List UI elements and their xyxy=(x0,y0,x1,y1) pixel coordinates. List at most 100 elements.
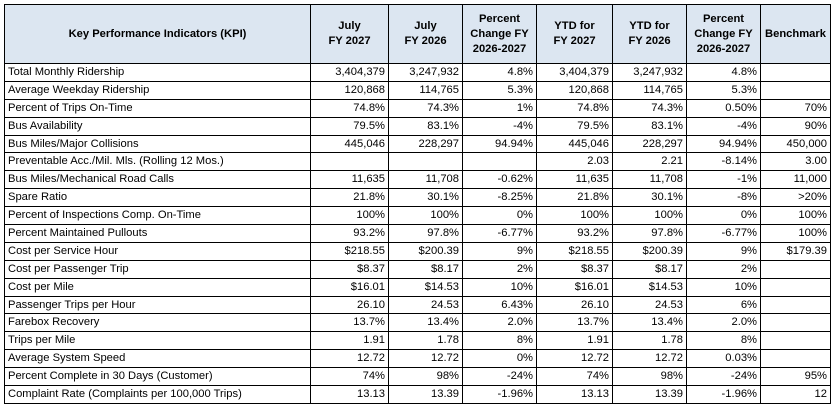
july-fy2027-cell: $218.55 xyxy=(310,241,389,261)
kpi-name-cell: Spare Ratio xyxy=(4,188,311,208)
table-row: Spare Ratio 21.8% 30.1% -8.25% 21.8% 30.1% -8%… xyxy=(4,188,831,208)
july-change-cell: -4% xyxy=(462,116,537,136)
table-row: Farebox Recovery 13.7% 13.4% 2.0% 13.7% 13.4%… xyxy=(4,313,831,333)
ytd-fy2027-cell: 26.10 xyxy=(536,295,613,315)
kpi-name-cell: Preventable Acc./Mil. Mls. (Rolling 12 M… xyxy=(4,152,311,172)
july-fy2027-cell: 79.5% xyxy=(310,116,389,136)
ytd-fy2026-cell: 1.78 xyxy=(612,331,687,351)
july-fy2026-cell: 30.1% xyxy=(388,188,463,208)
july-fy2027-cell: 26.10 xyxy=(310,295,389,315)
july-fy2027-cell: 3,404,379 xyxy=(310,63,389,82)
ytd-fy2026-header: YTD for FY 2026 xyxy=(612,4,687,64)
ytd-change-cell: -4% xyxy=(686,116,761,136)
benchmark-cell: $179.39 xyxy=(760,241,831,261)
july-fy2027-cell: 1.91 xyxy=(310,331,389,351)
ytd-change-cell: 0% xyxy=(686,206,761,226)
july-change-cell: -1.96% xyxy=(462,385,537,404)
july-fy2027-cell: $16.01 xyxy=(310,277,389,297)
july-fy2027-cell: 100% xyxy=(310,206,389,226)
july-change-cell: -24% xyxy=(462,367,537,387)
benchmark-cell xyxy=(760,295,831,315)
ytd-change-cell: 0.03% xyxy=(686,349,761,369)
header-row: Key Performance Indicators (KPI) July FY 2… xyxy=(4,4,831,64)
july-fy2026-cell: $8.17 xyxy=(388,259,463,279)
ytd-fy2026-cell: 13.4% xyxy=(612,313,687,333)
july-fy2027-cell: 74.8% xyxy=(310,98,389,118)
july-fy2026-cell: 24.53 xyxy=(388,295,463,315)
benchmark-cell: 100% xyxy=(760,206,831,226)
table-row: Percent Complete in 30 Days (Customer) 74… xyxy=(4,367,831,387)
ytd-fy2027-cell: $218.55 xyxy=(536,241,613,261)
july-fy2026-cell: 12.72 xyxy=(388,349,463,369)
benchmark-cell xyxy=(760,331,831,351)
table-row: Preventable Acc./Mil. Mls. (Rolling 12 M… xyxy=(4,152,831,172)
kpi-name-cell: Bus Miles/Mechanical Road Calls xyxy=(4,170,311,190)
ytd-change-cell: -24% xyxy=(686,367,761,387)
ytd-change-cell: 10% xyxy=(686,277,761,297)
july-fy2026-cell: 13.39 xyxy=(388,385,463,404)
header-line: FY 2027 xyxy=(328,35,371,47)
ytd-fy2027-cell: 93.2% xyxy=(536,224,613,243)
ytd-change-cell: -8.14% xyxy=(686,152,761,172)
ytd-fy2026-cell: $14.53 xyxy=(612,277,687,297)
july-change-cell: 10% xyxy=(462,277,537,297)
july-change-cell: 1% xyxy=(462,98,537,118)
july-fy2027-cell: 120,868 xyxy=(310,80,389,100)
ytd-fy2027-cell: 120,868 xyxy=(536,80,613,100)
july-change-cell: 5.3% xyxy=(462,80,537,100)
ytd-fy2027-cell: 74.8% xyxy=(536,98,613,118)
ytd-fy2026-cell: $8.17 xyxy=(612,259,687,279)
july-change-cell: 2% xyxy=(462,259,537,279)
ytd-change-cell: -8% xyxy=(686,188,761,208)
table-row: Cost per Mile $16.01 $14.53 10% $16.01 $14.53… xyxy=(4,277,831,297)
july-change-cell: 0% xyxy=(462,349,537,369)
ytd-change-cell: 5.3% xyxy=(686,80,761,100)
header-line: YTD for xyxy=(554,20,595,32)
ytd-fy2027-header: YTD for FY 2027 xyxy=(536,4,613,64)
july-fy2027-cell xyxy=(310,152,389,172)
table-row: Average System Speed 12.72 12.72 0% 12.72 12.… xyxy=(4,349,831,369)
header-line: 2026-2027 xyxy=(696,42,751,55)
july-fy2027-cell: 445,046 xyxy=(310,134,389,154)
ytd-change-cell: 2% xyxy=(686,259,761,279)
ytd-change-cell: 4.8% xyxy=(686,63,761,82)
ytd-change-cell: 0.50% xyxy=(686,98,761,118)
header-line: Change FY xyxy=(470,27,529,40)
ytd-fy2027-cell: 1.91 xyxy=(536,331,613,351)
ytd-change-cell: 6% xyxy=(686,295,761,315)
july-change-cell: 2.0% xyxy=(462,313,537,333)
july-fy2027-header: July FY 2027 xyxy=(310,4,389,64)
kpi-name-cell: Bus Availability xyxy=(4,116,311,136)
july-fy2026-cell: 114,765 xyxy=(388,80,463,100)
ytd-fy2026-cell: 2.21 xyxy=(612,152,687,172)
july-change-cell: 0% xyxy=(462,206,537,226)
header-line: July xyxy=(414,20,437,32)
kpi-name-cell: Average Weekday Ridership xyxy=(4,80,311,100)
ytd-change-cell: 2.0% xyxy=(686,313,761,333)
benchmark-cell: 11,000 xyxy=(760,170,831,190)
ytd-fy2027-cell: 12.72 xyxy=(536,349,613,369)
july-fy2026-cell: 13.4% xyxy=(388,313,463,333)
ytd-fy2026-cell: $200.39 xyxy=(612,241,687,261)
ytd-fy2026-cell: 3,247,932 xyxy=(612,63,687,82)
ytd-fy2026-cell: 83.1% xyxy=(612,116,687,136)
july-fy2027-cell: 74% xyxy=(310,367,389,387)
ytd-fy2027-cell: 13.7% xyxy=(536,313,613,333)
header-line: FY 2027 xyxy=(553,35,596,47)
july-fy2026-cell: $14.53 xyxy=(388,277,463,297)
ytd-fy2026-cell: 24.53 xyxy=(612,295,687,315)
benchmark-cell: 95% xyxy=(760,367,831,387)
table-row: Cost per Passenger Trip $8.37 $8.17 2% $8.37… xyxy=(4,259,831,279)
ytd-fy2026-cell: 13.39 xyxy=(612,385,687,404)
header-line: Percent xyxy=(478,12,521,25)
kpi-name-cell: Percent of Inspections Comp. On-Time xyxy=(4,206,311,226)
kpi-name-cell: Percent Complete in 30 Days (Customer) xyxy=(4,367,311,387)
july-change-cell: -6.77% xyxy=(462,224,537,243)
july-percent-change-header: Percent Change FY 2026-2027 xyxy=(462,4,537,64)
july-fy2026-cell: 97.8% xyxy=(388,224,463,243)
july-fy2026-cell: 98% xyxy=(388,367,463,387)
ytd-fy2027-cell: 2.03 xyxy=(536,152,613,172)
ytd-change-cell: 94.94% xyxy=(686,134,761,154)
table-row: Bus Availability 79.5% 83.1% -4% 79.5% 83.1% -… xyxy=(4,116,831,136)
table-header: Key Performance Indicators (KPI) July FY 2… xyxy=(4,4,831,64)
